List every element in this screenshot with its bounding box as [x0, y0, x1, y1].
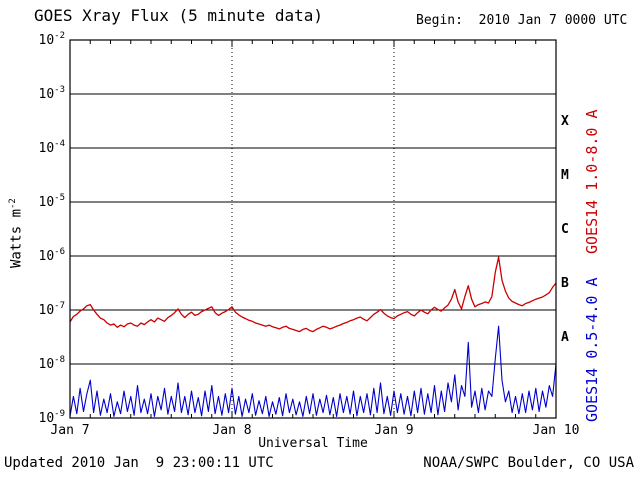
begin-time-label: Begin: 2010 Jan 7 0000 UTC: [416, 13, 628, 28]
x-tick-label: Jan 10: [533, 423, 580, 438]
y-tick-label: 10-5: [39, 193, 66, 210]
y-axis-label-exponent: -2: [8, 198, 18, 209]
series-long-line: [69, 256, 557, 333]
series-short-label: GOES14 0.5-4.0 A: [583, 277, 601, 423]
y-tick-label: 10-2: [39, 31, 66, 48]
flare-class-letter: B: [561, 276, 569, 291]
y-tick-label: 10-6: [39, 247, 66, 264]
flare-class-letter: C: [561, 222, 569, 237]
y-tick-label: 10-7: [39, 301, 66, 318]
flare-class-letter: A: [561, 330, 569, 345]
series-short-line: [69, 325, 557, 417]
y-tick-label: 10-4: [39, 139, 66, 156]
x-axis-label: Universal Time: [258, 436, 368, 451]
x-tick-label: Jan 8: [212, 423, 251, 438]
y-tick-label: 10-8: [39, 355, 66, 372]
credit-label: NOAA/SWPC Boulder, CO USA: [423, 455, 634, 471]
series-long-label: GOES14 1.0-8.0 A: [583, 109, 601, 255]
y-axis-label-base: Watts m: [8, 208, 25, 268]
y-axis-label: Watts m-2: [8, 198, 25, 268]
flare-class-letter: X: [561, 114, 569, 129]
y-tick-label: 10-3: [39, 85, 66, 102]
y-tick-label: 10-9: [39, 409, 66, 426]
x-tick-label: Jan 9: [374, 423, 413, 438]
plot-frame: [69, 39, 557, 419]
x-tick-label: Jan 7: [50, 423, 89, 438]
updated-timestamp: Updated 2010 Jan 9 23:00:11 UTC: [4, 455, 274, 471]
chart-title: GOES Xray Flux (5 minute data): [34, 6, 323, 25]
flare-class-letter: M: [561, 168, 569, 183]
